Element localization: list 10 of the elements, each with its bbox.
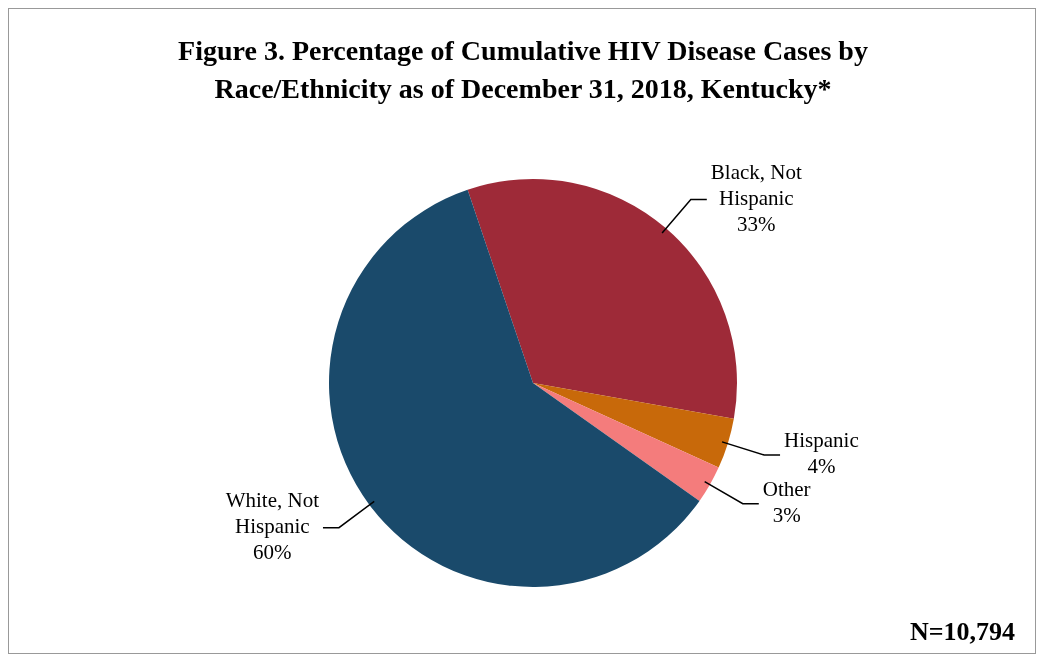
text: N=10,794 [909, 616, 1015, 646]
chart-title: Figure 3. Percentage of Cumulative HIV Disease Cases by Race/Ethnicity as of December 31, 2018, Kentucky* [178, 35, 868, 105]
data-label: 60% [253, 540, 292, 565]
slice-label: Black, Not Hispanic [710, 160, 802, 211]
data-label: 3% [772, 503, 801, 528]
data-label: 33% [737, 212, 776, 237]
slice-label: Hispanic [784, 428, 859, 453]
slice-label: White, Not Hispanic [225, 488, 320, 539]
slice-label: Other [762, 477, 811, 502]
data-label: 4% [807, 454, 836, 479]
